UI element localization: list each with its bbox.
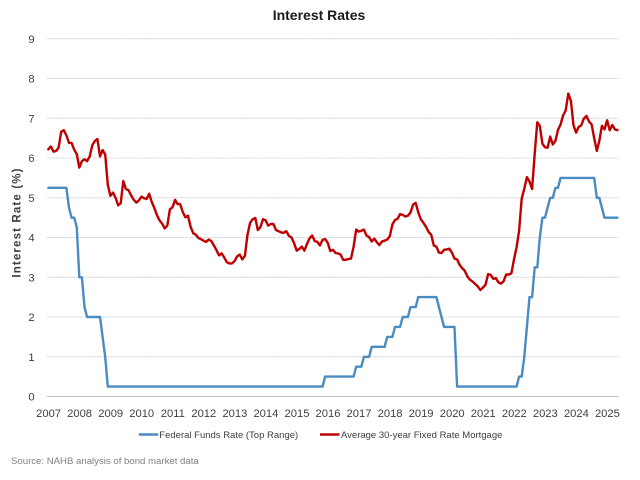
svg-text:2012: 2012 (191, 408, 216, 420)
svg-text:6: 6 (28, 153, 34, 165)
svg-text:2023: 2023 (533, 408, 558, 420)
svg-text:2018: 2018 (378, 408, 403, 420)
svg-text:7: 7 (28, 114, 34, 126)
svg-text:Source: NAHB analysis of bond: Source: NAHB analysis of bond market dat… (11, 456, 199, 467)
svg-text:0: 0 (28, 392, 34, 404)
svg-text:2007: 2007 (36, 408, 61, 420)
svg-text:2017: 2017 (347, 408, 372, 420)
svg-text:8: 8 (28, 74, 34, 86)
svg-text:2020: 2020 (440, 408, 465, 420)
svg-text:2016: 2016 (316, 408, 341, 420)
svg-text:3: 3 (28, 273, 34, 285)
svg-text:2022: 2022 (502, 408, 527, 420)
svg-text:2021: 2021 (471, 408, 496, 420)
svg-text:2024: 2024 (564, 408, 589, 420)
svg-text:2008: 2008 (67, 408, 92, 420)
svg-text:1: 1 (28, 352, 34, 364)
svg-text:2010: 2010 (129, 408, 154, 420)
svg-text:2011: 2011 (161, 408, 185, 420)
svg-text:Average 30-year Fixed Rate Mor: Average 30-year Fixed Rate Mortgage (341, 430, 502, 441)
svg-text:5: 5 (28, 193, 34, 205)
svg-text:2013: 2013 (222, 408, 247, 420)
svg-text:Federal Funds Rate (Top Range): Federal Funds Rate (Top Range) (159, 430, 298, 441)
svg-text:4: 4 (28, 233, 34, 245)
svg-text:2009: 2009 (98, 408, 123, 420)
svg-text:2: 2 (28, 312, 34, 324)
svg-text:2025: 2025 (595, 408, 620, 420)
svg-text:Interest Rates: Interest Rates (273, 7, 366, 23)
svg-text:2014: 2014 (253, 408, 278, 420)
svg-text:2019: 2019 (409, 408, 434, 420)
svg-text:Interest Rate (%): Interest Rate (%) (11, 167, 24, 277)
svg-text:9: 9 (28, 34, 34, 46)
svg-text:2015: 2015 (285, 408, 310, 420)
